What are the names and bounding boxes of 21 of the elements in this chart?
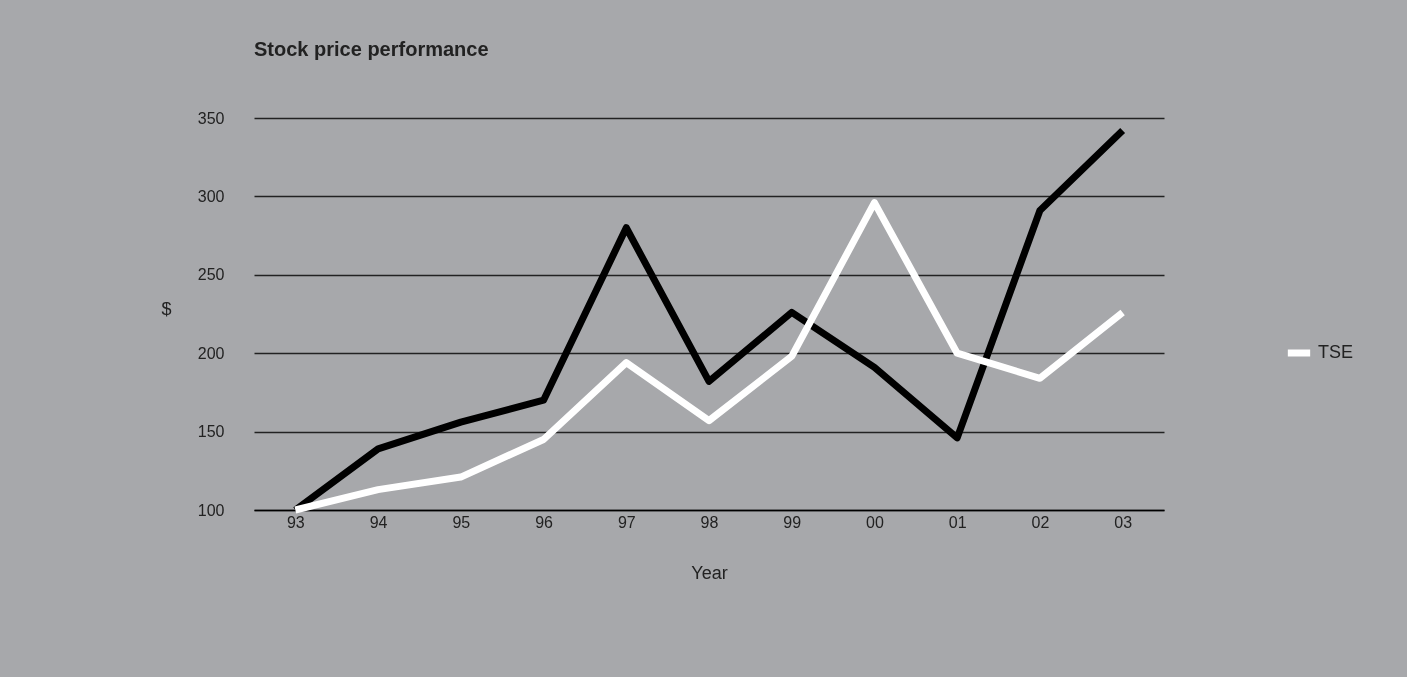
x-tick-label: 97: [617, 513, 636, 531]
y-tick-label: 250: [197, 266, 225, 284]
x-tick-label: 95: [452, 513, 471, 531]
x-tick-label: 99: [783, 513, 802, 531]
y-tick-label: 150: [197, 423, 225, 441]
legend-label: TSE: [1318, 342, 1354, 362]
x-tick-label: 93: [286, 513, 305, 531]
y-tick-label: 350: [197, 109, 225, 127]
chart-title: Stock price performance: [254, 38, 489, 60]
x-tick-label: 01: [948, 513, 967, 531]
y-tick-label: 300: [197, 187, 225, 205]
x-tick-label: 03: [1114, 513, 1133, 531]
x-axis-title: Year: [691, 562, 728, 583]
y-tick-label: 100: [197, 501, 225, 519]
x-tick-label: 98: [700, 513, 719, 531]
x-tick-label: 02: [1031, 513, 1050, 531]
y-tick-label: 200: [197, 344, 225, 362]
x-tick-label: 94: [369, 513, 388, 531]
x-tick-label: 96: [535, 513, 554, 531]
y-axis-title: $: [161, 298, 172, 319]
x-tick-label: 00: [866, 513, 884, 531]
